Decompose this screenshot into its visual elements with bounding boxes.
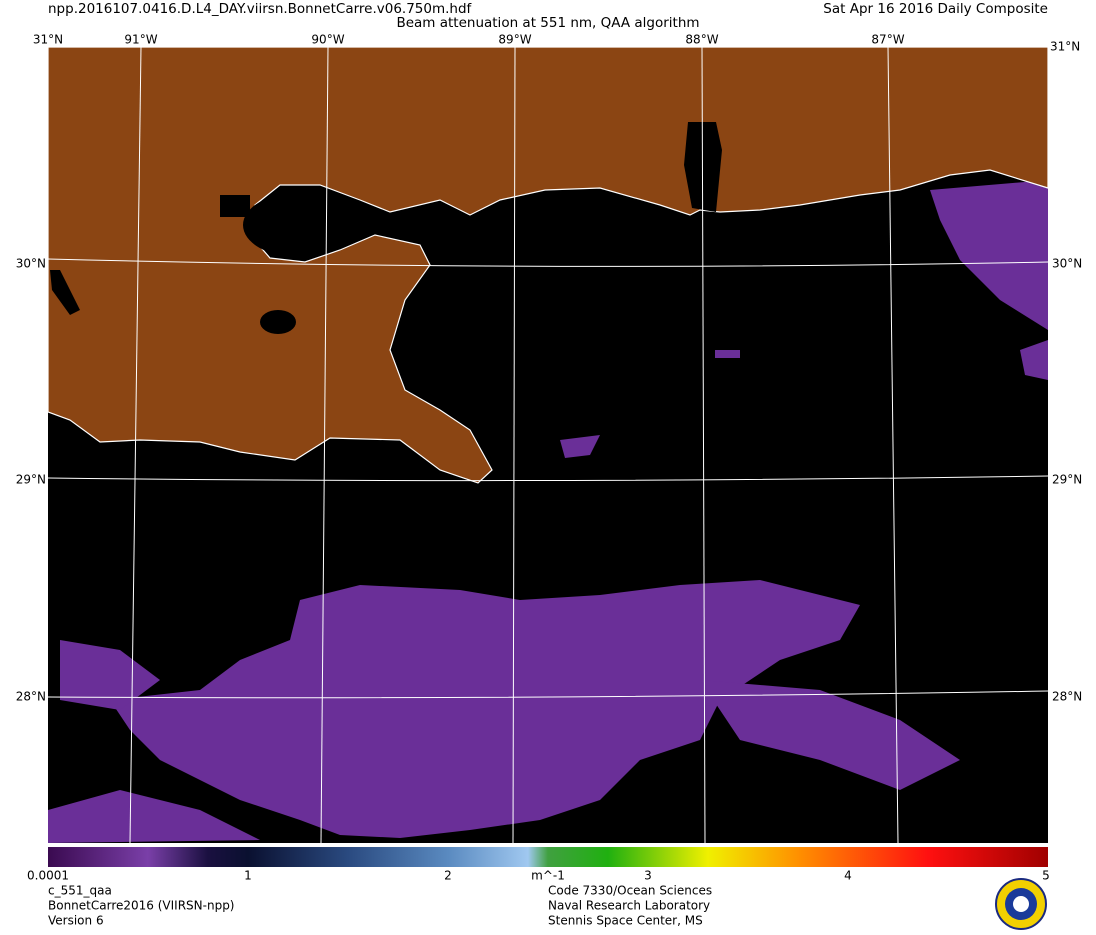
colorbar-tick-label: 2 [444,869,452,883]
marsh [50,270,80,315]
lat-label: 31°N [33,33,63,47]
marsh [260,310,296,334]
lon-label: 91°W [124,33,157,47]
colorbar-tick-label: 3 [644,869,652,883]
lake [243,193,353,257]
colorbar-tick-label: 0.0001 [27,869,69,883]
colorbar-tick-label: 1 [244,869,252,883]
bay [684,122,722,212]
turbidity-patches [48,180,1048,843]
lon-label: 88°W [685,33,718,47]
date-label: Sat Apr 16 2016 Daily Composite [823,1,1048,17]
lat-label: 28°N [1052,690,1082,704]
file-name: npp.2016107.0416.D.L4_DAY.viirsn.BonnetC… [48,1,473,17]
colorbar [48,847,1048,867]
footer-line: Version 6 [48,914,104,928]
colorbar-unit: m^-1 [531,869,565,883]
marsh [220,195,250,217]
colorbar-tick-label: 5 [1042,869,1050,883]
lon-label: 90°W [311,33,344,47]
graticule [47,46,1049,844]
lat-label: 30°N [1052,257,1082,271]
lat-label: 31°N [1050,40,1080,54]
colorbar-tick-label: 4 [844,869,852,883]
footer-line: Naval Research Laboratory [548,899,710,913]
lon-label: 89°W [498,33,531,47]
lon-label: 87°W [871,33,904,47]
footer-line: BonnetCarre2016 (VIIRSN-npp) [48,899,235,913]
lat-label: 29°N [16,473,46,487]
lat-label: 30°N [16,257,46,271]
logo [995,878,1047,930]
footer-line: Code 7330/Ocean Sciences [548,884,712,898]
map-title: Beam attenuation at 551 nm, QAA algorith… [396,15,699,31]
map [47,46,1049,844]
lat-label: 28°N [16,690,46,704]
lat-label: 29°N [1052,473,1082,487]
footer-line: c_551_qaa [48,884,112,898]
footer-line: Stennis Space Center, MS [548,914,703,928]
